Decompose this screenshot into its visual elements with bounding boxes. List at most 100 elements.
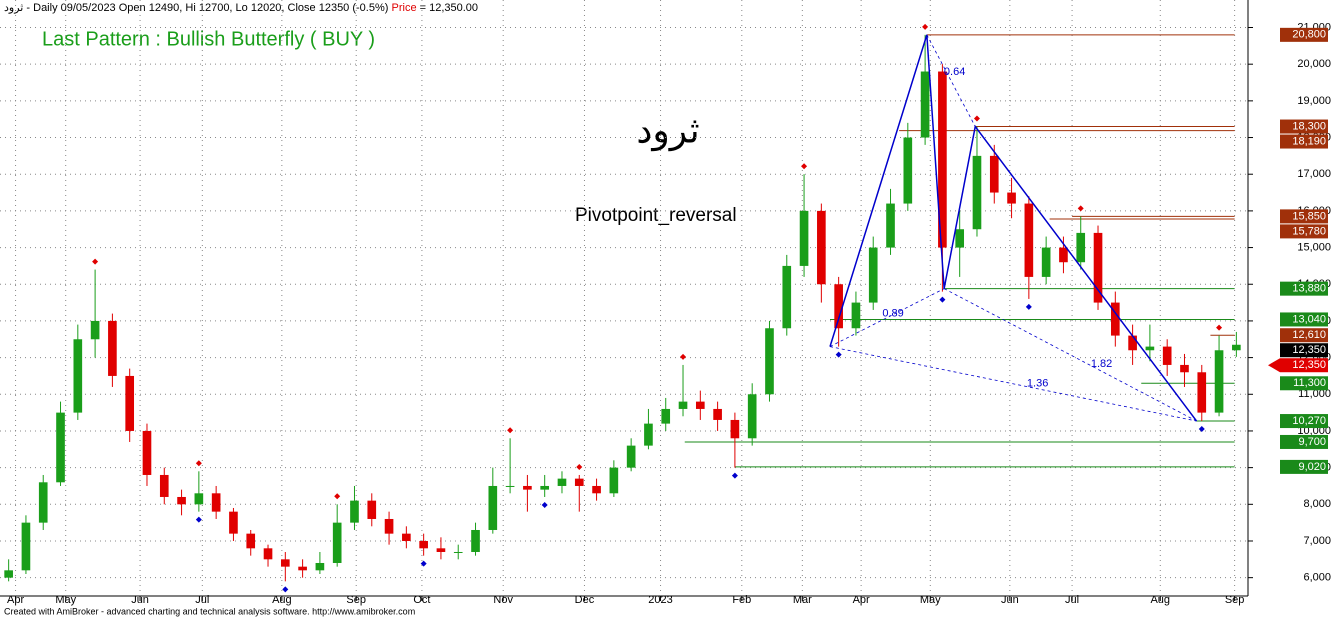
candle-body	[661, 408, 671, 424]
pivot-low	[731, 472, 738, 479]
candle-body	[678, 401, 688, 409]
candle-body	[557, 478, 567, 486]
pivot-low	[835, 351, 842, 358]
candle-body	[799, 210, 809, 266]
y-tick-label: 15,000	[1297, 241, 1331, 253]
candle-body	[955, 229, 965, 248]
x-tick-label: Feb	[732, 594, 751, 606]
candle-body	[1145, 346, 1155, 351]
level-tag-label: 10,270	[1292, 415, 1326, 427]
header: ثرود - Daily 09/05/2023 Open 12490, Hi 1…	[4, 2, 478, 14]
pivot-high	[801, 163, 808, 170]
candle-body	[177, 496, 186, 505]
level-tag	[1280, 209, 1328, 224]
candle-body	[574, 478, 584, 486]
pivot-high	[1077, 205, 1084, 212]
level-tag-label: 9,700	[1298, 436, 1326, 448]
candle-body	[868, 247, 878, 303]
candle-body	[1180, 364, 1189, 373]
y-tick-label: 6,000	[1303, 572, 1331, 584]
x-tick-label: Dec	[575, 594, 595, 606]
candle-body	[21, 522, 31, 571]
pivot-low	[939, 296, 946, 303]
candle-body	[765, 328, 774, 395]
level-tag-label: 15,850	[1292, 210, 1326, 222]
x-tick-label: Apr	[853, 594, 870, 606]
y-tick-label: 8,000	[1303, 498, 1331, 510]
pattern-ratio-line	[926, 34, 976, 127]
candle-body	[471, 529, 480, 552]
pivot-high	[92, 258, 99, 265]
candle-body	[626, 445, 636, 468]
candle-body	[229, 511, 238, 534]
candle-body	[1041, 247, 1051, 277]
candle-body	[125, 375, 135, 431]
candle-body	[920, 71, 930, 138]
candle-body	[989, 155, 999, 193]
pivot-low	[1025, 303, 1032, 310]
candle-body	[315, 562, 325, 571]
candle-body	[453, 551, 463, 553]
candle-body	[38, 482, 48, 523]
candle-body	[488, 485, 498, 530]
x-tick-label: Jul	[1065, 594, 1079, 606]
candle-body	[644, 423, 653, 446]
level-tag-label: 11,300	[1293, 377, 1326, 389]
pivot-high	[334, 493, 341, 500]
level-tag	[1280, 281, 1328, 296]
x-tick-label: May	[920, 594, 941, 606]
candle-body	[609, 467, 619, 494]
y-tick-label: 7,000	[1303, 535, 1331, 547]
x-tick-label: 2023	[648, 594, 672, 606]
level-tag-label: 12,350	[1292, 344, 1326, 356]
level-tag-label: 12,610	[1292, 329, 1326, 341]
candle-body	[142, 430, 152, 475]
candle-body	[350, 500, 359, 523]
candle-body	[695, 401, 705, 409]
x-tick-label: May	[55, 594, 76, 606]
candle-body	[1024, 203, 1034, 277]
pivot-low	[541, 501, 548, 508]
x-tick-label: Oct	[413, 594, 430, 606]
x-tick-label: Sep	[1225, 594, 1245, 606]
candle-body	[505, 485, 515, 487]
level-tag	[1280, 459, 1328, 474]
pivot-high	[195, 460, 202, 467]
pattern-ratio-line	[943, 288, 1197, 422]
candle-body	[280, 559, 290, 567]
price-value: = 12,350.00	[420, 2, 478, 14]
level-tag	[1280, 376, 1328, 391]
pivot-high	[922, 23, 929, 30]
candle-body	[592, 485, 601, 494]
pivot-low	[195, 516, 202, 523]
candle-body	[730, 419, 740, 439]
pivot-low	[1198, 426, 1205, 433]
x-tick-label: Apr	[7, 594, 24, 606]
candle-body	[419, 540, 428, 549]
x-tick-label: Jun	[1001, 594, 1019, 606]
level-tag-label: 20,800	[1292, 29, 1326, 41]
level-tag-label: 15,780	[1292, 225, 1326, 237]
candle-body	[1128, 335, 1137, 351]
y-tick-label: 11,000	[1298, 388, 1331, 400]
symbol: ثرود	[636, 110, 699, 152]
candle-body	[436, 548, 446, 552]
candle-body	[886, 203, 895, 248]
candle-body	[938, 71, 947, 248]
level-tag	[1280, 343, 1328, 358]
x-tick-label: Aug	[272, 594, 292, 606]
level-tag	[1280, 358, 1328, 373]
x-tick-label: Aug	[1150, 594, 1170, 606]
x-tick-label: Jun	[131, 594, 149, 606]
pattern-ratio-line	[829, 346, 1197, 422]
price-arrow	[1268, 358, 1280, 373]
level-tag	[1280, 312, 1328, 327]
candle-body	[1059, 247, 1068, 263]
level-tag	[1280, 224, 1328, 239]
pivot-high	[680, 353, 687, 360]
pivot-high	[576, 463, 583, 470]
level-tag-label: 12,350	[1292, 359, 1326, 371]
candle-body	[1197, 372, 1207, 413]
